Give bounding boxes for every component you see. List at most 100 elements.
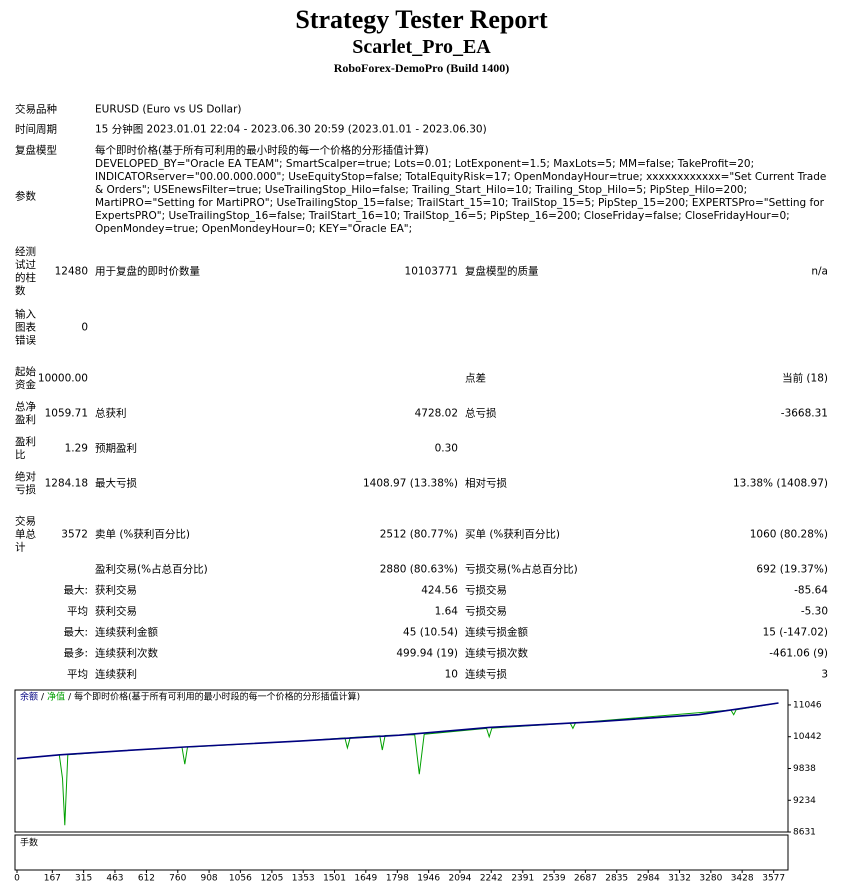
stat-value: 10103771 <box>404 265 458 278</box>
y-tick-label: 9234 <box>793 796 816 806</box>
stat-value: 0.30 <box>434 442 458 455</box>
stat-value: 10 <box>444 668 458 681</box>
y-tick-label: 8631 <box>793 828 816 838</box>
stat-value: 4728.02 <box>414 407 458 420</box>
x-tick-label: 1353 <box>292 874 315 884</box>
stat-label: 平均 <box>67 668 88 681</box>
x-tick-label: 3132 <box>668 874 691 884</box>
broker-build: RoboForex-DemoPro (Build 1400) <box>333 61 510 75</box>
stat-label: 买单 (%获利百分比) <box>465 528 561 541</box>
field-label: 交易品种 <box>15 103 57 116</box>
plot-frame <box>14 689 789 833</box>
stat-value: 15 (-147.02) <box>762 626 828 639</box>
legend-entry: 余额 <box>20 691 38 703</box>
stat-label: 相对亏损 <box>465 477 507 490</box>
y-tick-label: 9838 <box>793 764 816 774</box>
x-tick-label: 2687 <box>574 874 597 884</box>
stat-label: 获利交易 <box>95 605 137 618</box>
x-tick-label: 1798 <box>386 874 409 884</box>
x-tick-label: 2539 <box>543 874 566 884</box>
x-tick-label: 3280 <box>699 874 722 884</box>
field-value: 每个即时价格(基于所有可利用的最小时段的每一个价格的分形插值计算) <box>95 144 429 157</box>
expert-name: Scarlet_Pro_EA <box>352 36 491 58</box>
stat-value: -85.64 <box>794 584 828 597</box>
stat-label: 绝对亏损 <box>15 471 36 496</box>
x-tick-label: 3428 <box>731 874 754 884</box>
stat-label: 复盘模型的质量 <box>465 265 539 278</box>
x-tick-label: 167 <box>44 874 61 884</box>
stat-label: 卖单 (%获利百分比) <box>95 528 191 541</box>
stat-value: 13.38% (1408.97) <box>733 477 828 490</box>
legend-separator: / <box>41 693 45 703</box>
field-label: 复盘模型 <box>15 144 57 157</box>
stat-label: 交易单总计 <box>15 515 36 554</box>
field-label: 时间周期 <box>15 123 57 136</box>
stat-value: 499.94 (19) <box>396 647 458 660</box>
stat-value: 3 <box>821 668 828 681</box>
legend-separator: / <box>68 693 72 703</box>
stat-value: 1284.18 <box>44 477 88 490</box>
stat-value: 692 (19.37%) <box>756 563 828 576</box>
stat-label: 起始资金 <box>15 366 36 391</box>
stat-value: 3572 <box>61 528 88 541</box>
x-tick-label: 0 <box>14 874 20 884</box>
stat-label: 输入图表错误 <box>15 308 36 347</box>
stat-label: 连续亏损金额 <box>465 626 528 639</box>
report-title: Strategy Tester Report <box>295 5 548 34</box>
x-tick-label: 760 <box>169 874 186 884</box>
x-tick-label: 2835 <box>605 874 628 884</box>
x-tick-label: 1501 <box>323 874 346 884</box>
y-tick-label: 11046 <box>793 700 822 710</box>
stat-label: 平均 <box>67 605 88 618</box>
stat-value: -5.30 <box>800 605 828 618</box>
x-tick-label: 1056 <box>229 874 252 884</box>
field-label: 参数 <box>15 190 36 203</box>
x-tick-label: 1205 <box>260 874 283 884</box>
stat-label: 总获利 <box>95 407 127 420</box>
lots-label: 手数 <box>20 837 38 849</box>
stat-value: 1.29 <box>64 442 88 455</box>
legend-note: 每个即时价格(基于所有可利用的最小时段的每一个价格的分形插值计算) <box>74 691 360 703</box>
x-tick-label: 463 <box>106 874 123 884</box>
stat-label: 获利交易 <box>95 584 137 597</box>
x-tick-label: 612 <box>138 874 155 884</box>
series-line <box>16 702 779 760</box>
stat-value: 0 <box>81 321 88 334</box>
balance-chart: 8631 9234 9838 10442 11046 0 167 315 463 612 760 90… <box>14 689 822 884</box>
x-tick-label: 3577 <box>762 874 785 884</box>
stat-value: 1059.71 <box>44 407 88 420</box>
stat-label: 总净盈利 <box>15 401 36 426</box>
x-tick-label: 908 <box>200 874 217 884</box>
stat-value: 2880 (80.63%) <box>379 563 458 576</box>
stat-value: 1060 (80.28%) <box>749 528 828 541</box>
field-value: 15 分钟图 2023.01.01 22:04 - 2023.06.30 20:… <box>95 123 487 136</box>
stat-label: 连续获利次数 <box>95 647 158 660</box>
stat-label: 连续获利 <box>95 668 137 681</box>
stat-label: 连续获利金额 <box>95 626 158 639</box>
stat-value: 1.64 <box>434 605 458 618</box>
field-value: DEVELOPED_BY="Oracle EA TEAM"; SmartScal… <box>95 158 827 235</box>
stat-value: 当前 (18) <box>782 372 828 385</box>
stat-value: n/a <box>811 265 828 278</box>
stat-label: 最大: <box>63 584 88 597</box>
stat-value: 45 (10.54) <box>403 626 458 639</box>
stat-label: 亏损交易 <box>465 605 507 618</box>
x-tick-label: 2094 <box>449 874 472 884</box>
stat-label: 最大亏损 <box>95 477 137 490</box>
stat-value: 1408.97 (13.38%) <box>363 477 458 490</box>
x-tick-label: 1946 <box>417 874 440 884</box>
x-tick-label: 2984 <box>637 874 660 884</box>
stat-label: 用于复盘的即时价数量 <box>95 265 200 278</box>
x-tick-label: 2242 <box>480 874 503 884</box>
stat-label: 预期盈利 <box>95 442 137 455</box>
stat-label: 盈利交易(%占总百分比) <box>95 563 208 576</box>
x-tick-label: 315 <box>75 874 92 884</box>
stat-value: 10000.00 <box>37 372 88 385</box>
stat-label: 亏损交易 <box>465 584 507 597</box>
stat-value: 12480 <box>54 265 88 278</box>
x-tick-label: 1649 <box>354 874 377 884</box>
x-tick-label: 2391 <box>511 874 534 884</box>
stat-label: 最大: <box>63 626 88 639</box>
stat-label: 盈利比 <box>15 436 36 461</box>
